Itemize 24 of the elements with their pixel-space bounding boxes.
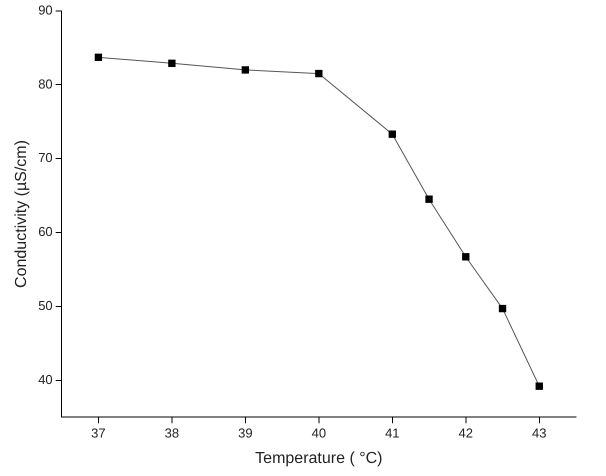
x-axis-title: Temperature ( °C)	[255, 450, 382, 467]
point	[536, 382, 543, 390]
point	[242, 66, 250, 74]
x-tick-label: 41	[385, 426, 400, 441]
y-tick-label: 80	[38, 76, 53, 92]
y-tick-label: 50	[38, 298, 53, 313]
y-tick-label: 90	[38, 2, 53, 18]
point	[315, 70, 323, 78]
y-tick-label: 70	[38, 150, 53, 166]
point	[462, 253, 470, 261]
y-axis-title: Conductivity (µS/cm)	[13, 140, 30, 288]
y-tick-label: 60	[38, 224, 53, 240]
x-tick-label: 39	[238, 426, 253, 441]
x-tick-label: 43	[532, 426, 546, 441]
x-tick-label: 38	[164, 426, 180, 441]
point	[168, 60, 176, 67]
x-tick-label: 42	[458, 426, 474, 441]
x-tick-label: 40	[312, 426, 326, 441]
point	[498, 304, 506, 312]
x-tick-label: 37	[91, 426, 106, 441]
point	[94, 54, 102, 62]
point	[388, 130, 396, 138]
y-tick-label: 40	[38, 372, 53, 387]
point	[425, 196, 433, 203]
